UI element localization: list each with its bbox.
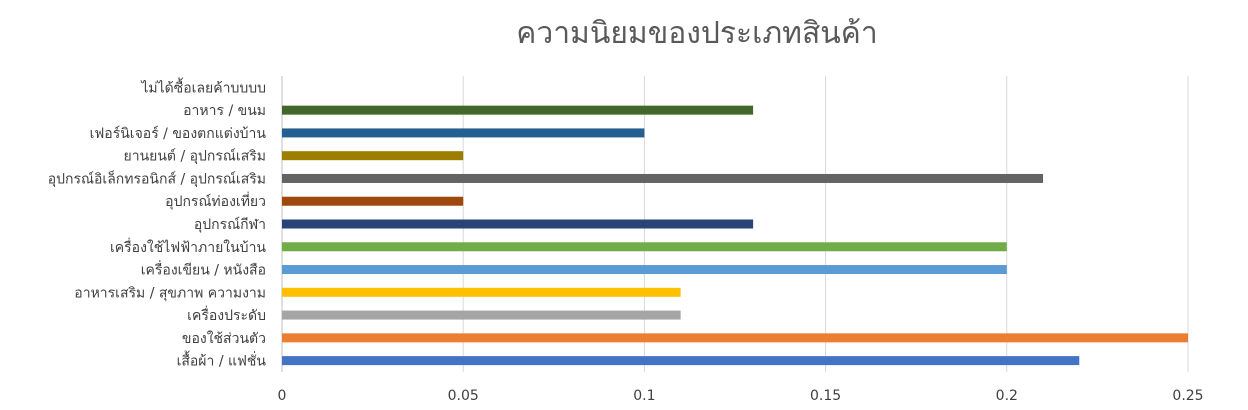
bar [282,242,1007,252]
bars [282,105,1188,366]
bar [282,310,681,320]
category-label: อุปกรณ์ท่องเที่ยว [165,192,266,210]
category-label: ไม่ได้ซื้อเลยค้าบบบบ [140,77,266,96]
category-label: ยานยนต์ / อุปกรณ์เสริม [124,148,266,165]
category-label: เครื่องเขียน / หนังสือ [141,261,266,279]
x-tick-label: 0.2 [996,388,1018,404]
category-label: อุปกรณ์กีฬา [194,216,266,233]
x-tick-label: 0 [278,388,287,404]
category-label: เฟอร์นิเจอร์ / ของตกแต่งบ้าน [90,125,267,142]
x-tick-label: 0.25 [1172,388,1203,404]
category-label: เสื้อผ้า / แฟชั่น [177,351,267,370]
category-label: อาหาร / ขนม [183,103,266,119]
bar [282,128,645,138]
bar [282,333,1188,343]
bar [282,265,1007,275]
chart-title: ความนิยมของประเภทสินค้า [516,16,877,51]
bar [282,356,1080,366]
bar [282,196,464,206]
category-label: อาหารเสริม / สุขภาพ ความงาม [74,285,266,301]
bar [282,287,681,297]
bar [282,151,464,161]
bar [282,173,1044,183]
bar [282,219,754,229]
bar [282,105,754,115]
category-label: อุปกรณ์อิเล็กทรอนิกส์ / อุปกรณ์เสริม [48,169,266,187]
category-label: เครื่องใช้ไฟฟ้าภายในบ้าน [110,238,266,256]
x-tick-label: 0.15 [810,388,841,404]
category-label: เครื่องประดับ [187,306,266,324]
x-tick-label: 0.1 [633,388,655,404]
x-tick-labels: 0 0.05 0.1 0.15 0.2 0.25 [278,388,1204,404]
category-label: ของใช้ส่วนตัว [182,330,266,347]
x-tick-label: 0.05 [448,388,479,404]
